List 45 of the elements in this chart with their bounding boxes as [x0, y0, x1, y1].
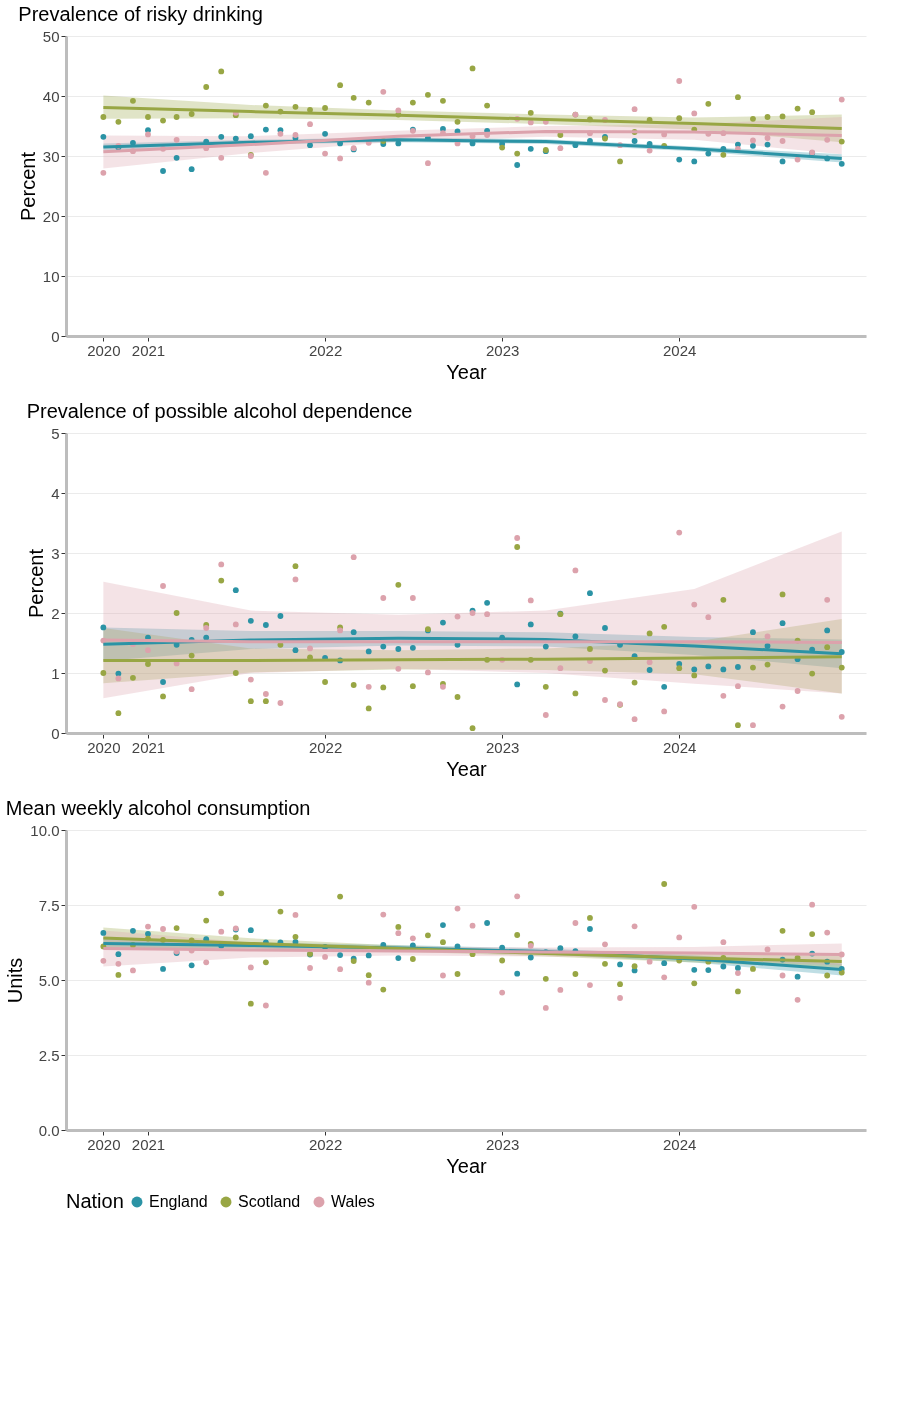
y-tick-label: 0 — [51, 327, 60, 345]
chart-title: Mean weekly alcohol consumption — [5, 797, 311, 819]
x-tick-label: 2024 — [663, 341, 697, 359]
y-tick-label: 30 — [42, 147, 60, 165]
y-axis-title: Percent — [16, 151, 39, 221]
legend-label: Scotland — [238, 1193, 301, 1210]
x-tick-label: 2021 — [131, 341, 166, 359]
y-tick-label: 10 — [42, 267, 60, 285]
y-tick-label: 20 — [42, 207, 60, 225]
y-tick-label: 40 — [42, 87, 60, 105]
y-tick-label: 0 — [51, 724, 60, 742]
x-tick-label: 2020 — [87, 341, 121, 359]
y-tick-label: 4 — [51, 484, 60, 502]
x-axis-title: Year — [446, 1154, 488, 1177]
y-tick-label: 2 — [51, 604, 60, 622]
x-tick-label: 2023 — [485, 341, 520, 359]
y-tick-label: 50 — [42, 27, 60, 45]
legend-label: Wales — [331, 1193, 375, 1210]
y-tick-label: 1 — [51, 664, 60, 682]
x-tick-label: 2020 — [87, 1135, 121, 1153]
y-axis-title: Percent — [25, 548, 48, 618]
x-tick-label: 2024 — [663, 738, 697, 756]
x-axis-title: Year — [446, 757, 488, 780]
x-tick-label: 2022 — [308, 738, 343, 756]
x-tick-label: 2021 — [131, 1135, 166, 1153]
chart-title: Prevalence of possible alcohol dependence — [26, 400, 413, 422]
y-tick-label: 5.0 — [38, 971, 60, 989]
y-axis-title: Units — [4, 957, 27, 1004]
y-tick-label: 3 — [51, 544, 60, 562]
y-tick-label: 0.0 — [38, 1121, 60, 1139]
x-tick-label: 2024 — [663, 1135, 697, 1153]
y-tick-label: 10.0 — [30, 821, 60, 839]
chart-title: Prevalence of risky drinking — [18, 3, 263, 25]
legend-label: England — [149, 1193, 208, 1210]
x-tick-label: 2021 — [131, 738, 166, 756]
y-tick-label: 7.5 — [38, 896, 60, 914]
y-tick-label: 5 — [51, 424, 60, 442]
x-tick-label: 2020 — [87, 738, 121, 756]
x-tick-label: 2022 — [308, 1135, 343, 1153]
y-tick-label: 2.5 — [38, 1046, 60, 1064]
x-axis-title: Year — [446, 360, 488, 383]
x-tick-label: 2022 — [308, 341, 343, 359]
legend-title: Nation — [66, 1190, 124, 1212]
x-tick-label: 2023 — [485, 738, 520, 756]
x-tick-label: 2023 — [485, 1135, 520, 1153]
